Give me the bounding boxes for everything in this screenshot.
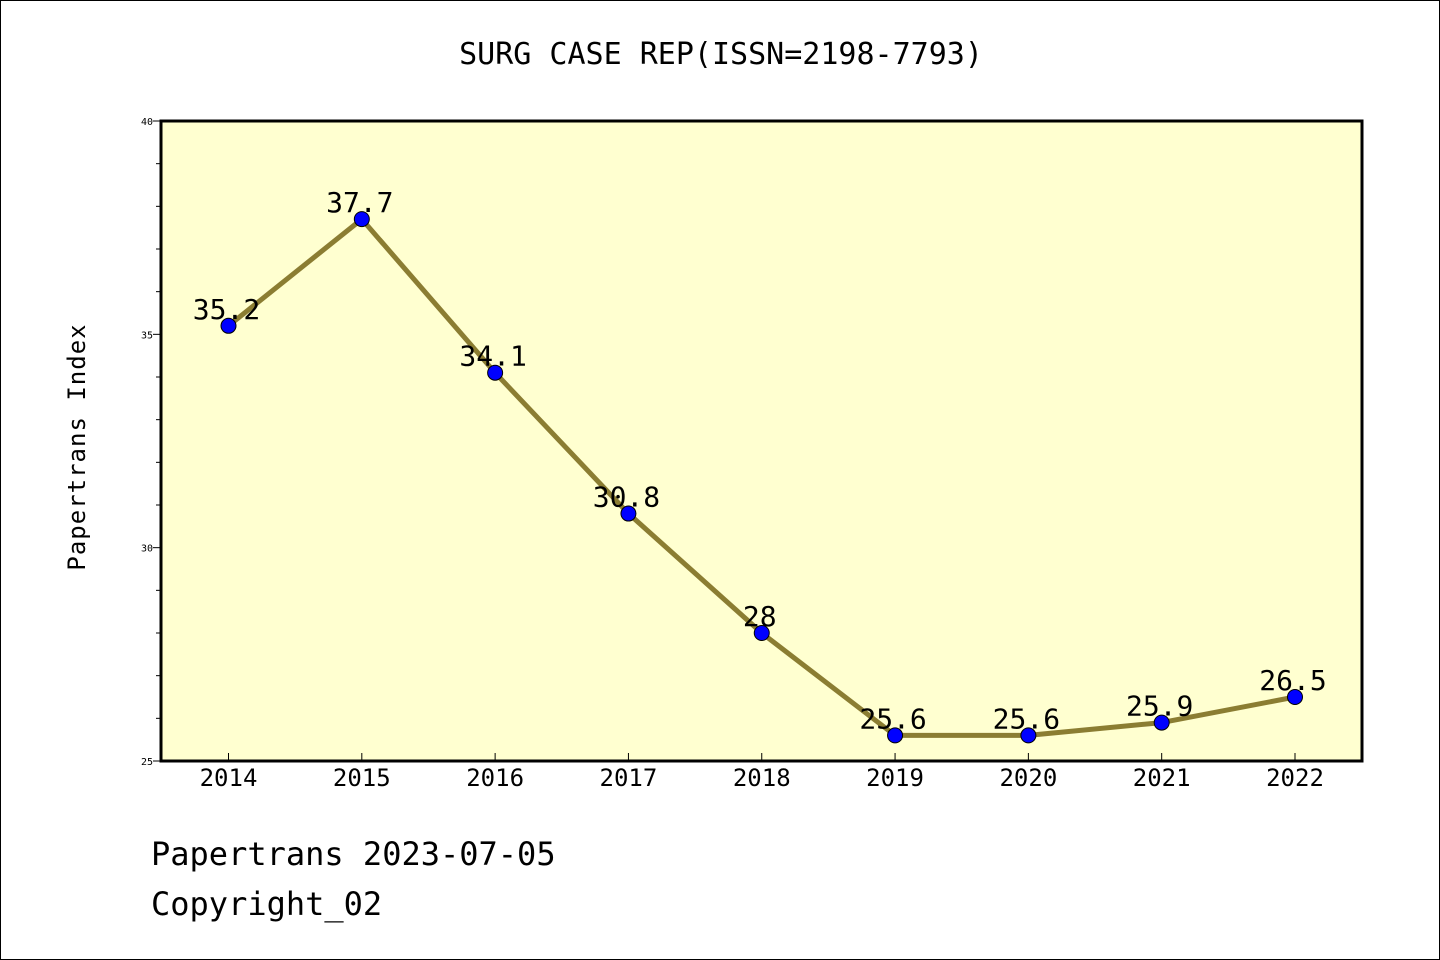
footer-date: Papertrans 2023-07-05 [151,835,556,873]
y-tick-label: 30 [141,544,153,555]
plot-frame [159,119,1364,763]
data-label: 28 [743,600,777,633]
y-tick-label: 35 [141,330,153,341]
y-axis: 25 30 35 40 [141,117,161,768]
chart-title: SURG CASE REP(ISSN=2198-7793) [459,37,983,72]
data-point [353,211,370,228]
x-axis: 2014 2015 2016 2017 2018 2019 2020 2021 2022 [200,753,1324,792]
data-label: 34.1 [459,340,526,373]
series-markers [220,211,1303,744]
data-point [1153,714,1170,731]
data-point [487,364,504,381]
x-tick-label: 2017 [600,764,658,792]
y-tick-label: 40 [141,117,153,128]
x-tick-label: 2015 [333,764,391,792]
data-label: 37.7 [326,186,393,219]
plot-area [161,121,1362,761]
x-tick-label: 2018 [733,764,791,792]
data-point [753,625,770,641]
data-label: 30.8 [593,481,660,514]
data-point [887,727,904,744]
data-point [1020,727,1037,744]
data-label: 25.6 [859,702,926,735]
data-point [620,505,637,522]
x-tick-label: 2020 [999,764,1057,792]
footer-copyright: Copyright_02 [151,885,383,923]
data-point [1287,689,1303,705]
x-tick-label: 2014 [200,764,258,792]
data-label: 25.6 [993,702,1060,735]
y-tick-label: 25 [141,757,153,768]
x-tick-label: 2021 [1133,764,1191,792]
x-tick-label: 2022 [1266,764,1324,792]
data-label: 25.9 [1126,690,1193,723]
x-tick-label: 2019 [866,764,924,792]
data-label: 35.2 [193,293,260,326]
data-label: 26.5 [1259,664,1326,697]
x-tick-label: 2016 [466,764,524,792]
data-point [220,317,237,334]
data-labels: 35.2 37.7 34.1 30.8 28 25.6 25.6 25.9 26.5 [193,186,1327,735]
